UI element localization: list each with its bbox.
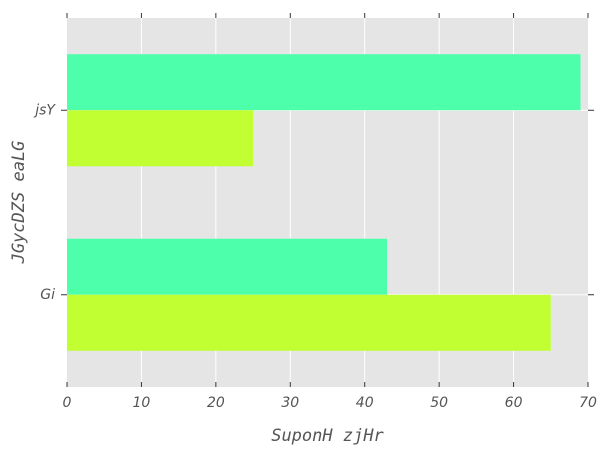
y-tick-labels: Gi jsY <box>33 102 56 303</box>
y-axis-title: JGycDZS eaLG <box>9 141 29 265</box>
x-tick-label: 40 <box>356 395 374 411</box>
x-tick-label: 10 <box>133 395 151 411</box>
x-tick-label: 60 <box>505 395 523 411</box>
bars <box>67 54 581 351</box>
x-axis-title: SuponH zjHr <box>271 426 384 446</box>
x-tick-labels: 0 10 20 30 40 50 60 70 <box>63 395 597 411</box>
y-tick-label: Gi <box>40 287 55 303</box>
tick-marks <box>61 13 594 387</box>
x-tick-label: 50 <box>430 395 448 411</box>
y-tick-label: jsY <box>33 102 56 118</box>
x-tick-label: 30 <box>281 395 299 411</box>
x-tick-label: 0 <box>63 395 72 411</box>
x-tick-label: 20 <box>207 395 225 411</box>
bar <box>67 54 581 111</box>
bar <box>67 110 254 167</box>
bar <box>67 294 551 351</box>
x-tick-label: 70 <box>579 395 597 411</box>
bar <box>67 238 388 295</box>
